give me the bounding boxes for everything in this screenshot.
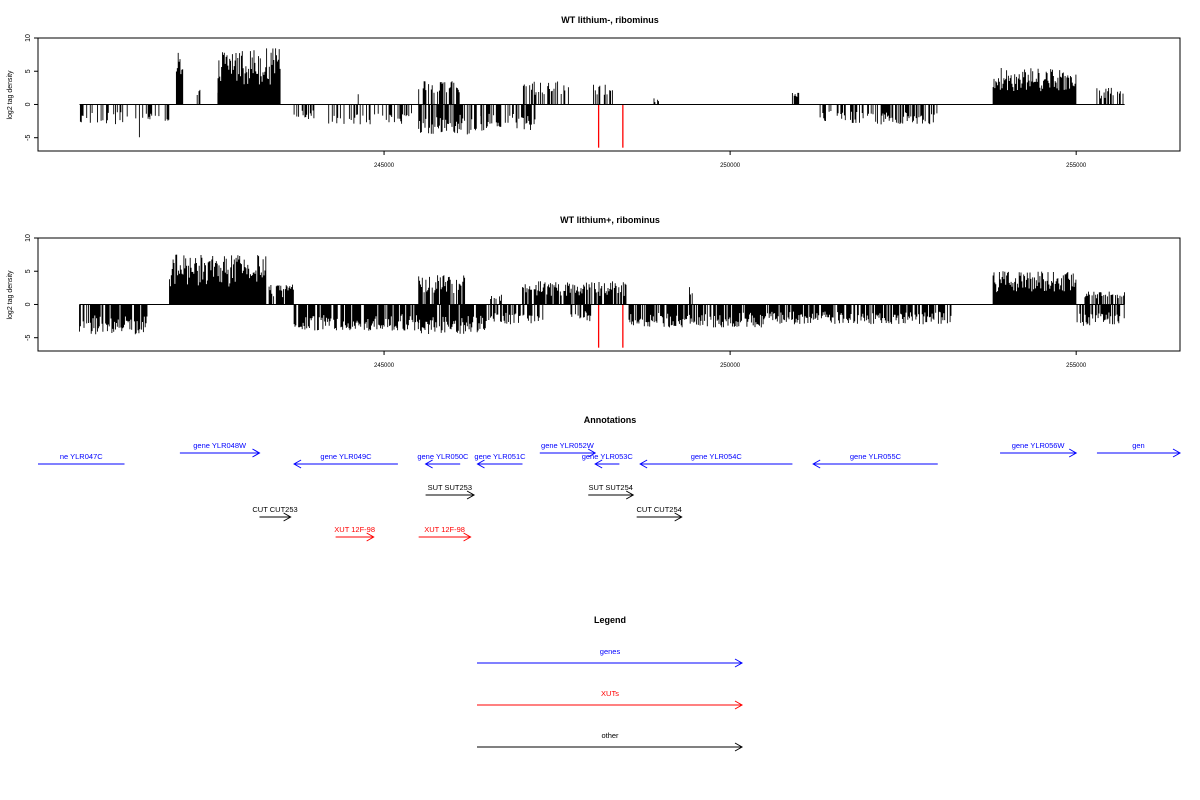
panel-2-signal-bars xyxy=(79,254,1125,335)
feature-other: CUT CUT254 xyxy=(637,505,683,522)
annotation-features: ne YLR047C gene YLR048W gene YLR049C gene Y… xyxy=(38,441,1182,542)
feature-arrowhead xyxy=(463,532,472,542)
y-tick-label: -5 xyxy=(25,134,32,140)
x-tick-label: 255000 xyxy=(1066,363,1087,369)
feature-arrowhead xyxy=(674,512,683,522)
feature-label: gene YLR051C xyxy=(474,452,526,461)
x-tick-label: 250000 xyxy=(720,163,741,169)
y-tick-label: -5 xyxy=(25,334,32,340)
legend-item-other: other xyxy=(477,731,744,752)
legend-arrowhead xyxy=(734,742,744,752)
feature-gene: gene YLR055C xyxy=(812,452,938,469)
panel-2-frame xyxy=(37,237,1181,352)
legend-items: genes XUTs other xyxy=(477,647,744,752)
y-tick-label: 10 xyxy=(25,234,32,242)
legend-label: XUTs xyxy=(601,689,619,698)
feature-arrowhead xyxy=(1068,448,1078,458)
feature-label: gene YLR049C xyxy=(320,452,372,461)
y-tick-label: 0 xyxy=(25,102,32,106)
panel-2-ylabel: log2 tag density xyxy=(7,270,14,320)
x-tick-label: 250000 xyxy=(720,363,741,369)
feature-gene: gen xyxy=(1096,441,1182,458)
annotations-track: Annotations ne YLR047C gene YLR048W gene Y… xyxy=(38,415,1182,542)
panel-1-ylabel: log2 tag density xyxy=(7,70,14,120)
feature-other: SUT SUT253 xyxy=(425,483,476,500)
legend-item-xut: XUTs xyxy=(477,689,744,710)
feature-arrowhead xyxy=(283,512,292,522)
feature-gene: gene YLR053C xyxy=(582,452,634,469)
y-tick-label: 5 xyxy=(25,269,32,273)
feature-arrowhead xyxy=(466,490,476,500)
panel-1-markers xyxy=(597,104,624,148)
feature-label: SUT SUT253 xyxy=(428,483,472,492)
y-tick-label: 10 xyxy=(25,34,32,42)
feature-label: gene YLR050C xyxy=(417,452,469,461)
y-tick-label: 5 xyxy=(25,69,32,73)
x-tick-label: 255000 xyxy=(1066,163,1087,169)
feature-arrowhead xyxy=(366,532,375,542)
x-tick-label: 245000 xyxy=(374,163,395,169)
feature-gene: gene YLR056W xyxy=(1000,441,1078,458)
feature-arrowhead xyxy=(293,459,302,469)
panel-1-title: WT lithium-, ribominus xyxy=(561,15,659,25)
legend-arrowhead xyxy=(734,700,744,710)
feature-arrowhead xyxy=(812,459,821,469)
legend-title: Legend xyxy=(594,615,626,625)
annotations-title: Annotations xyxy=(584,415,637,425)
feature-arrowhead xyxy=(594,459,603,469)
feature-label: gen xyxy=(1132,441,1145,450)
feature-gene: gene YLR050C xyxy=(417,452,469,469)
legend-label: genes xyxy=(600,647,621,656)
legend-arrowhead xyxy=(734,658,744,668)
feature-label: gene YLR055C xyxy=(850,452,902,461)
feature-label: CUT CUT254 xyxy=(637,505,682,514)
feature-gene: gene YLR052W xyxy=(539,441,597,458)
feature-gene: gene YLR048W xyxy=(179,441,261,458)
feature-xut: XUT 12F-98 xyxy=(418,525,472,542)
panel-lithium-plus: WT lithium+, ribominus log2 tag density … xyxy=(7,215,1181,369)
panel-lithium-minus: WT lithium-, ribominus log2 tag density … xyxy=(7,15,1181,169)
legend: Legend genes XUTs other xyxy=(477,615,744,752)
panel-1-y-axis: -5 0 5 10 xyxy=(25,34,38,141)
signal-bar-path xyxy=(79,254,1125,335)
feature-label: ne YLR047C xyxy=(60,452,103,461)
feature-arrowhead xyxy=(476,459,485,469)
feature-label: SUT SUT254 xyxy=(588,483,632,492)
feature-label: XUT 12F-98 xyxy=(424,525,465,534)
panel-2-y-axis: -5 0 5 10 xyxy=(25,234,38,341)
legend-item-gene: genes xyxy=(477,647,744,668)
feature-other: SUT SUT254 xyxy=(588,483,635,500)
feature-label: gene YLR053C xyxy=(582,452,634,461)
feature-arrowhead xyxy=(639,459,648,469)
feature-label: CUT CUT253 xyxy=(252,505,297,514)
panel-1-frame xyxy=(37,37,1181,152)
panel-2-markers xyxy=(597,304,624,348)
legend-label: other xyxy=(601,731,619,740)
feature-label: gene YLR048W xyxy=(193,441,247,450)
panel-1-signal-bars xyxy=(79,48,1124,138)
panel-2-title: WT lithium+, ribominus xyxy=(560,215,660,225)
feature-arrowhead xyxy=(252,448,261,458)
feature-gene: ne YLR047C xyxy=(38,452,125,465)
feature-label: gene YLR052W xyxy=(541,441,595,450)
signal-bar-path xyxy=(79,48,1124,138)
feature-other: CUT CUT253 xyxy=(252,505,298,522)
y-tick-label: 0 xyxy=(25,302,32,306)
panel-2-x-axis: 245000 250000 255000 xyxy=(374,351,1087,369)
feature-label: XUT 12F-98 xyxy=(334,525,375,534)
feature-label: gene YLR056W xyxy=(1012,441,1066,450)
feature-arrowhead xyxy=(424,459,433,469)
feature-gene: gene YLR049C xyxy=(293,452,398,469)
feature-arrowhead xyxy=(1172,448,1182,458)
feature-arrowhead xyxy=(625,490,635,500)
feature-gene: gene YLR054C xyxy=(639,452,793,469)
panel-1-x-axis: 245000 250000 255000 xyxy=(374,151,1087,169)
feature-arrowhead xyxy=(587,448,597,458)
feature-xut: XUT 12F-98 xyxy=(334,525,375,542)
feature-label: gene YLR054C xyxy=(691,452,743,461)
feature-gene: gene YLR051C xyxy=(474,452,526,469)
x-tick-label: 245000 xyxy=(374,363,395,369)
